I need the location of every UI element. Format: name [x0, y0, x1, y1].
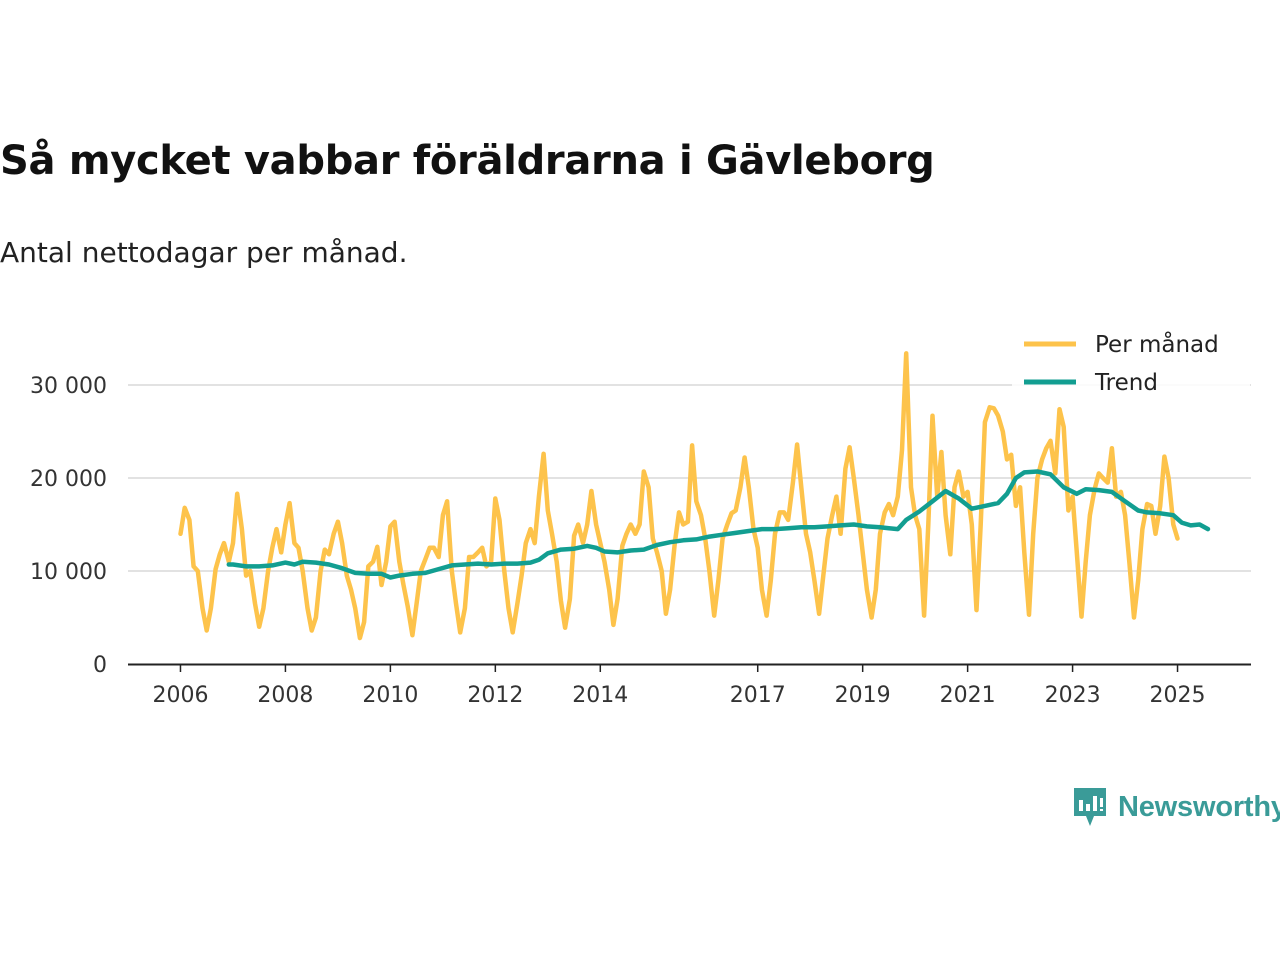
x-tick-label: 2019 — [835, 683, 891, 708]
x-tick-label: 2023 — [1045, 683, 1101, 708]
chart-subtitle: Antal nettodagar per månad. — [0, 236, 408, 269]
y-tick-label: 30 000 — [30, 374, 107, 399]
x-tick-label: 2012 — [467, 683, 523, 708]
x-tick-label: 2021 — [940, 683, 996, 708]
y-tick-label: 0 — [93, 653, 107, 678]
legend-label: Per månad — [1095, 330, 1219, 358]
legend-background — [1012, 328, 1250, 398]
chart-legend: Per månad Trend — [1012, 328, 1250, 398]
x-tick-label: 2017 — [730, 683, 786, 708]
series-line-per-m-nad — [178, 351, 1180, 641]
chart-series — [178, 351, 1211, 641]
y-tick-label: 10 000 — [30, 560, 107, 585]
x-tick-label: 2008 — [257, 683, 313, 708]
legend-label: Trend — [1094, 370, 1158, 396]
brand-logo: Newsworthy — [1072, 786, 1280, 828]
x-tick-label: 2010 — [362, 683, 418, 708]
chart-title: Så mycket vabbar föräldrarna i Gävleborg — [0, 138, 935, 184]
x-tick-label: 2014 — [572, 683, 628, 708]
brand-name: Newsworthy — [1118, 790, 1280, 823]
series-line-trend — [226, 469, 1211, 580]
newsworthy-logo-icon — [1074, 788, 1106, 826]
x-axis-ticks: 2006 2008 2010 2012 2014 2017 2019 2021 2023 2025 — [152, 664, 1206, 708]
y-axis-ticks: 0 10 000 20 000 30 000 — [30, 374, 107, 678]
x-tick-label: 2025 — [1150, 683, 1206, 708]
x-tick-label: 2006 — [152, 683, 208, 708]
y-tick-label: 20 000 — [30, 467, 107, 492]
